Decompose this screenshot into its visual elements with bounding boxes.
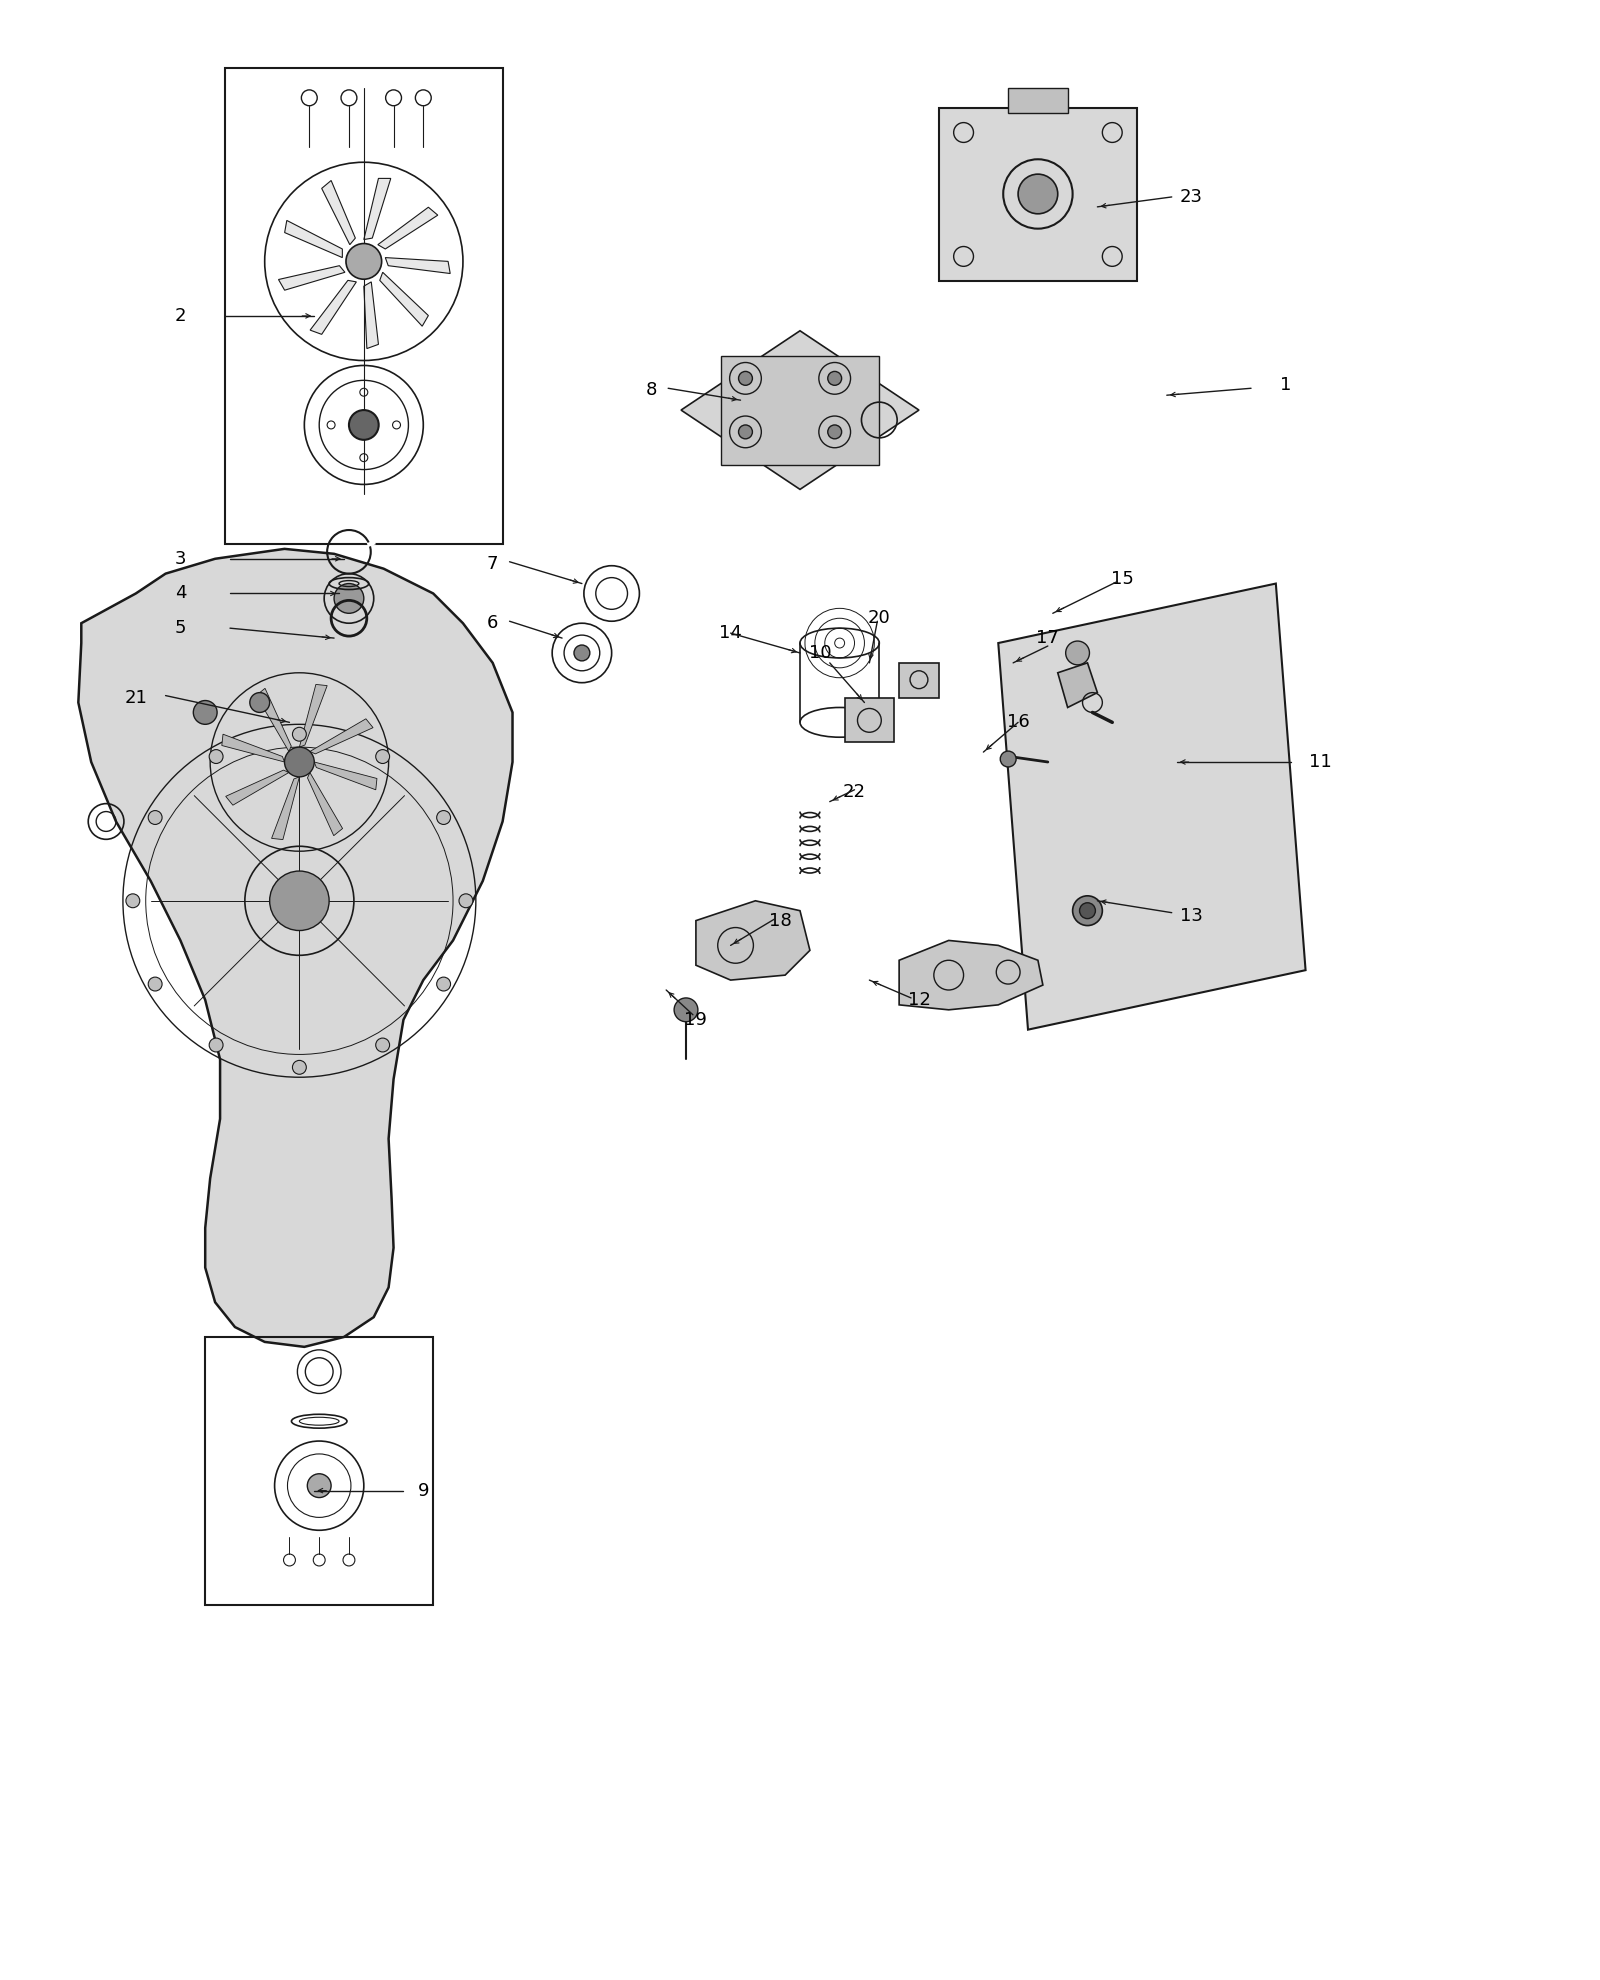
Polygon shape	[314, 762, 378, 790]
Text: 11: 11	[1309, 752, 1331, 770]
Circle shape	[1000, 750, 1016, 766]
Circle shape	[149, 976, 162, 992]
Text: 1: 1	[1280, 376, 1291, 394]
Text: 10: 10	[808, 644, 830, 661]
Circle shape	[437, 976, 451, 992]
Circle shape	[210, 1038, 222, 1051]
Bar	[226, 67, 502, 545]
Polygon shape	[272, 776, 299, 840]
Text: 18: 18	[768, 911, 792, 929]
Polygon shape	[310, 719, 373, 754]
Circle shape	[827, 426, 842, 440]
Polygon shape	[378, 208, 438, 249]
Circle shape	[293, 727, 306, 741]
Polygon shape	[78, 548, 512, 1346]
Circle shape	[376, 1038, 389, 1051]
Text: 15: 15	[1110, 570, 1134, 588]
Text: 20: 20	[867, 610, 891, 628]
Circle shape	[349, 410, 379, 440]
Polygon shape	[278, 265, 346, 291]
Circle shape	[334, 584, 363, 614]
Circle shape	[285, 746, 314, 776]
Polygon shape	[379, 273, 429, 327]
Circle shape	[739, 426, 752, 440]
Text: 22: 22	[843, 782, 866, 800]
Text: 23: 23	[1181, 188, 1203, 206]
Polygon shape	[310, 281, 357, 335]
Polygon shape	[226, 770, 290, 806]
Circle shape	[250, 693, 270, 713]
Polygon shape	[299, 685, 326, 746]
Text: 21: 21	[125, 689, 147, 707]
Circle shape	[126, 893, 139, 907]
Text: 7: 7	[486, 554, 499, 572]
Circle shape	[459, 893, 474, 907]
Polygon shape	[899, 663, 939, 697]
Bar	[720, 356, 880, 465]
Polygon shape	[682, 331, 918, 489]
Polygon shape	[307, 772, 342, 836]
Text: 3: 3	[174, 550, 186, 568]
Circle shape	[1080, 903, 1096, 919]
Polygon shape	[1058, 663, 1098, 707]
Polygon shape	[696, 901, 810, 980]
Circle shape	[194, 701, 218, 725]
Polygon shape	[222, 735, 285, 762]
Circle shape	[674, 998, 698, 1022]
Circle shape	[293, 1061, 306, 1075]
Circle shape	[346, 244, 382, 279]
Text: 14: 14	[718, 624, 742, 642]
Text: 6: 6	[486, 614, 498, 632]
Circle shape	[376, 750, 389, 764]
Circle shape	[574, 645, 590, 661]
Circle shape	[827, 372, 842, 386]
Text: 12: 12	[907, 990, 930, 1010]
Text: 9: 9	[418, 1481, 429, 1499]
Polygon shape	[899, 940, 1043, 1010]
Polygon shape	[322, 180, 355, 246]
Circle shape	[149, 810, 162, 824]
Polygon shape	[845, 697, 894, 742]
Bar	[939, 107, 1138, 281]
Text: 5: 5	[174, 620, 186, 638]
Text: 4: 4	[174, 584, 186, 602]
Polygon shape	[998, 584, 1306, 1030]
Circle shape	[270, 871, 330, 931]
Circle shape	[1066, 642, 1090, 665]
Polygon shape	[363, 178, 390, 240]
Bar	[1008, 87, 1067, 113]
Polygon shape	[363, 281, 379, 348]
Circle shape	[437, 810, 451, 824]
Circle shape	[1072, 895, 1102, 925]
Polygon shape	[256, 689, 291, 752]
Circle shape	[1018, 174, 1058, 214]
Text: 16: 16	[1006, 713, 1029, 731]
Polygon shape	[285, 220, 342, 257]
Circle shape	[307, 1473, 331, 1497]
Text: 13: 13	[1181, 907, 1203, 925]
Text: 2: 2	[174, 307, 186, 325]
Circle shape	[210, 750, 222, 764]
Text: 19: 19	[685, 1010, 707, 1030]
Text: 17: 17	[1037, 630, 1059, 647]
Circle shape	[739, 372, 752, 386]
Bar	[205, 1336, 434, 1604]
Polygon shape	[386, 257, 450, 273]
Text: 8: 8	[646, 382, 658, 400]
